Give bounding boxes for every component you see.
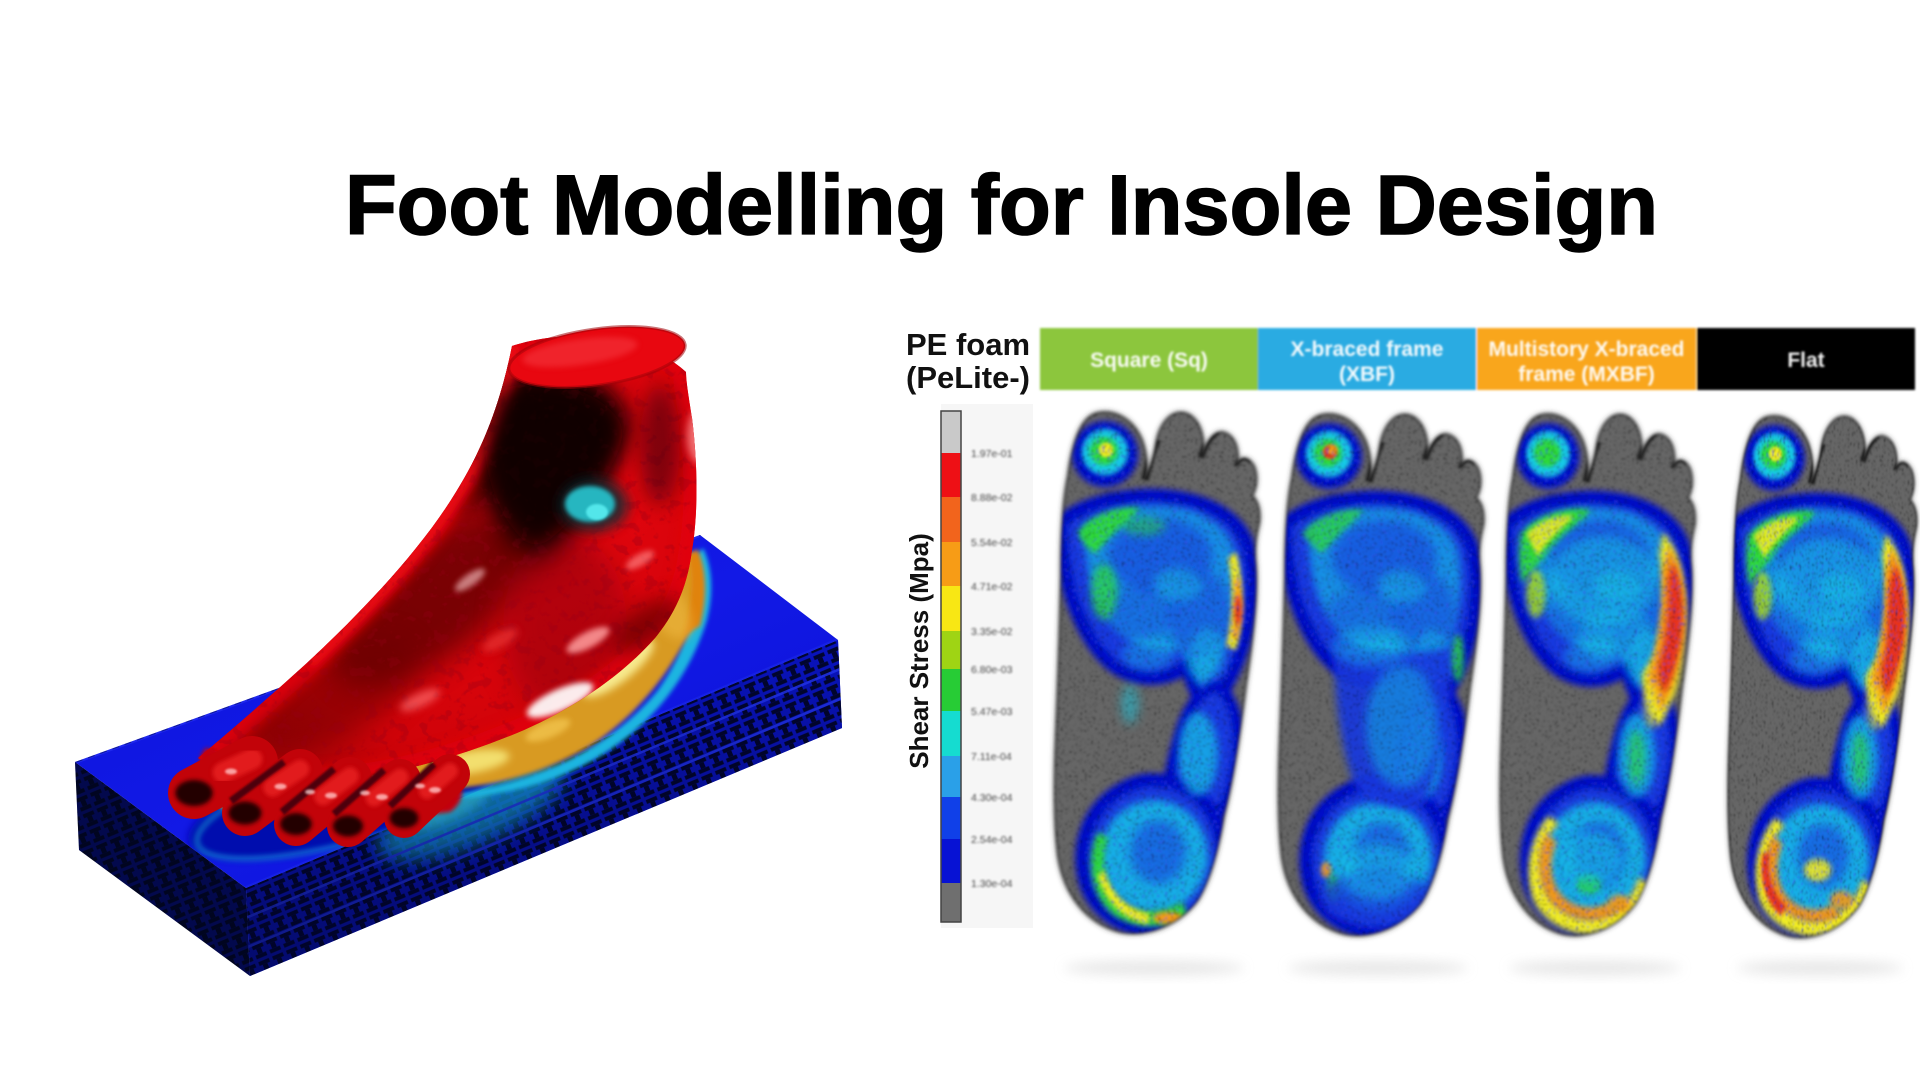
svg-text:7.11e-04: 7.11e-04	[971, 751, 1012, 763]
svg-text:frame (MXBF): frame (MXBF)	[1518, 363, 1655, 386]
svg-text:4.30e-04: 4.30e-04	[971, 792, 1013, 804]
svg-text:Flat: Flat	[1787, 349, 1824, 372]
svg-text:X-braced frame: X-braced frame	[1291, 338, 1444, 361]
svg-text:5.54e-02: 5.54e-02	[971, 537, 1013, 549]
svg-text:Shear Stress (Mpa): Shear Stress (Mpa)	[904, 533, 934, 769]
svg-text:Multistory X-braced: Multistory X-braced	[1488, 338, 1684, 361]
svg-text:6.80e-03: 6.80e-03	[971, 664, 1013, 676]
svg-text:PE foam: PE foam	[906, 327, 1030, 362]
svg-text:Foot Modelling for Insole Desi: Foot Modelling for Insole Design	[345, 158, 1658, 252]
svg-text:Square (Sq): Square (Sq)	[1090, 349, 1208, 372]
svg-text:3.35e-02: 3.35e-02	[971, 626, 1013, 638]
svg-text:(PeLite-): (PeLite-)	[906, 360, 1030, 395]
svg-text:4.71e-02: 4.71e-02	[971, 581, 1013, 593]
svg-text:5.47e-03: 5.47e-03	[971, 706, 1013, 718]
svg-text:1.30e-04: 1.30e-04	[971, 878, 1013, 890]
svg-text:1.97e-01: 1.97e-01	[971, 448, 1013, 460]
svg-text:8.88e-02: 8.88e-02	[971, 492, 1013, 504]
svg-text:2.54e-04: 2.54e-04	[971, 834, 1013, 846]
svg-text:(XBF): (XBF)	[1339, 363, 1395, 386]
